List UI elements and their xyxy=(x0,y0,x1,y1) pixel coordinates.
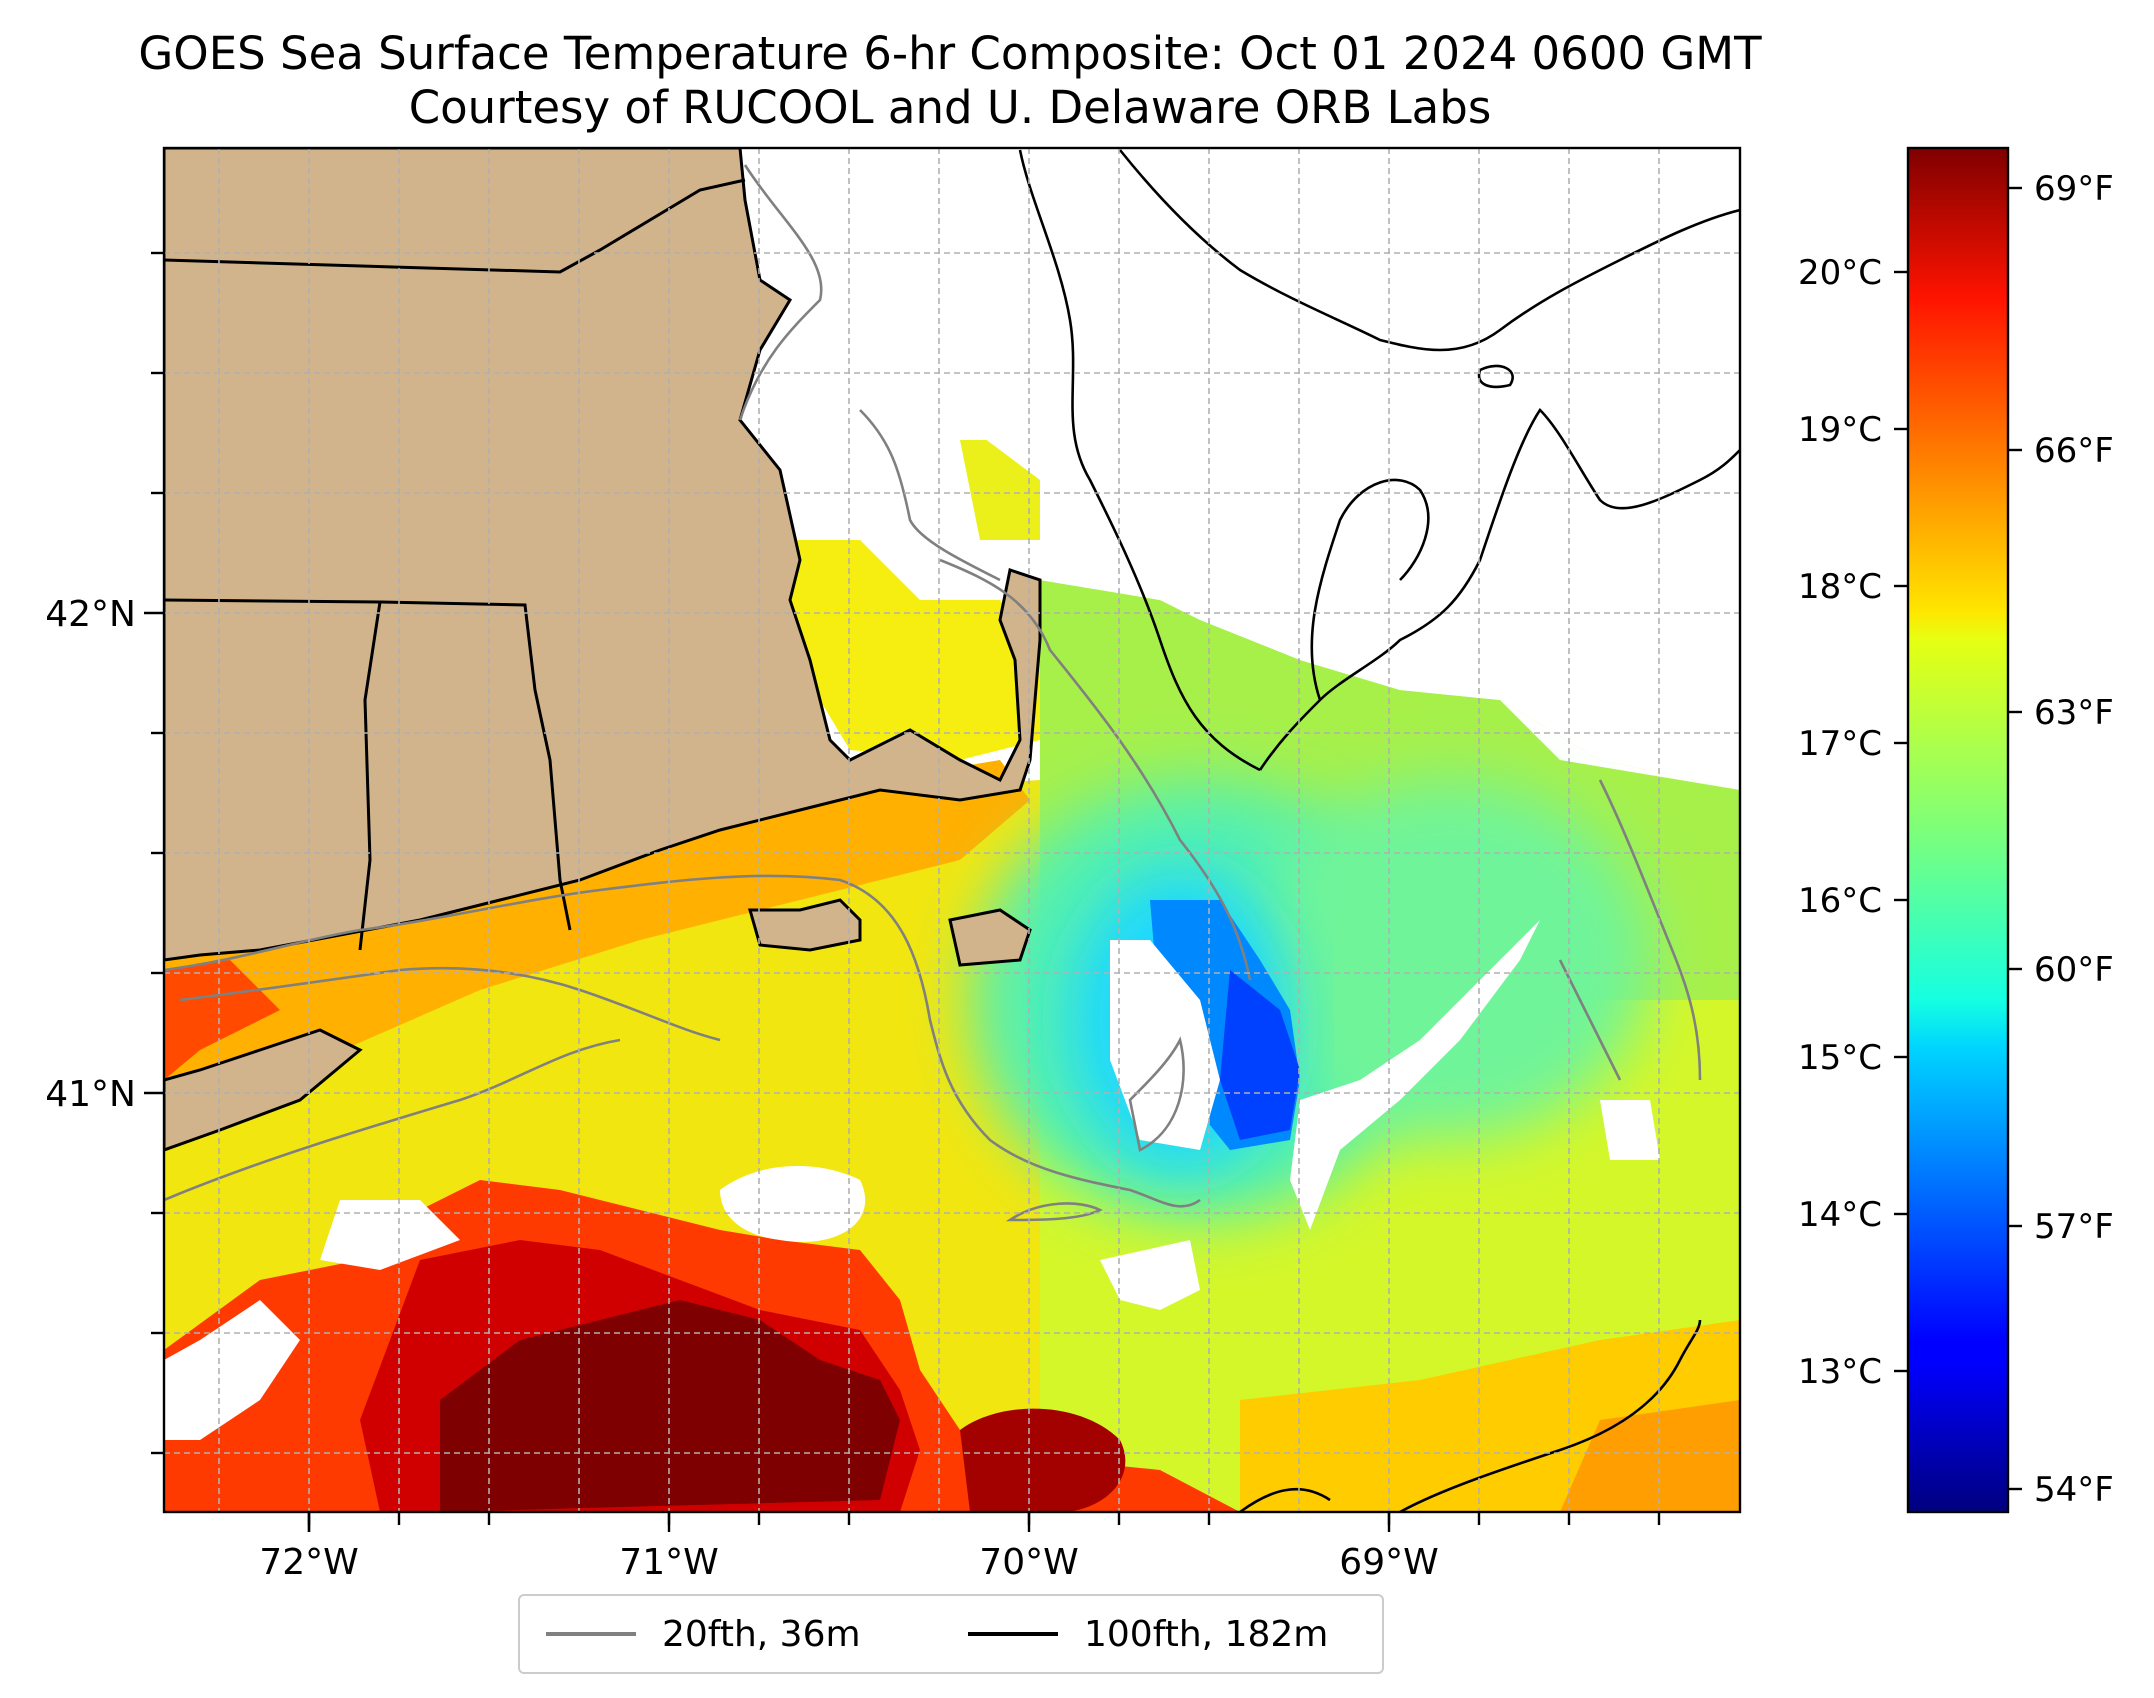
colorbar-f-tick: 63°F xyxy=(2034,693,2114,733)
map-frame xyxy=(162,146,1742,1514)
colorbar-f-tick: 66°F xyxy=(2034,431,2114,471)
colorbar-f-tick: 69°F xyxy=(2034,169,2114,209)
gridlines xyxy=(164,148,1740,1512)
colorbar: 69°F 66°F 63°F 60°F 57°F 54°F 20°C 19°C … xyxy=(1798,146,2114,1514)
state-borders xyxy=(164,178,746,951)
colorbar-c-tick: 17°C xyxy=(1798,724,1882,764)
colorbar-c-tick: 18°C xyxy=(1798,567,1882,607)
colorbar-c-tick: 13°C xyxy=(1798,1352,1882,1392)
celsius-ticks: 20°C 19°C 18°C 17°C 16°C 15°C 14°C 13°C xyxy=(1798,253,1882,1392)
sst-map xyxy=(164,148,1740,1512)
legend-item-100fth: 100fth, 182m xyxy=(968,1596,1328,1672)
fahrenheit-ticks: 69°F 66°F 63°F 60°F 57°F 54°F xyxy=(2034,169,2114,1510)
colorbar-c-tick: 16°C xyxy=(1798,881,1882,921)
tick-label-42n: 42°N xyxy=(45,594,136,635)
legend-label: 100fth, 182m xyxy=(1084,1613,1329,1655)
colorbar-c-tick: 19°C xyxy=(1798,410,1882,450)
map-title: GOES Sea Surface Temperature 6-hr Compos… xyxy=(138,27,1762,80)
colorbar-c-tick: 15°C xyxy=(1798,1038,1882,1078)
map-subtitle: Courtesy of RUCOOL and U. Delaware ORB L… xyxy=(408,81,1492,134)
land-areas xyxy=(164,148,1042,1152)
colorbar-f-tick: 57°F xyxy=(2034,1207,2114,1247)
tick-label-71w: 71°W xyxy=(619,1542,718,1583)
colorbar-f-tick: 54°F xyxy=(2034,1470,2114,1510)
legend: 20fth, 36m 100fth, 182m xyxy=(518,1594,1384,1674)
longitude-labels: 72°W 71°W 70°W 69°W xyxy=(259,1512,1439,1583)
tick-label-70w: 70°W xyxy=(979,1542,1078,1583)
legend-label: 20fth, 36m xyxy=(662,1613,861,1655)
legend-line-gray xyxy=(546,1632,636,1636)
legend-line-black xyxy=(968,1632,1058,1636)
colorbar-c-tick: 20°C xyxy=(1798,253,1882,293)
latitude-labels: 42°N 41°N xyxy=(45,594,164,1115)
tick-label-72w: 72°W xyxy=(259,1542,358,1583)
tick-label-69w: 69°W xyxy=(1339,1542,1438,1583)
colorbar-c-tick: 14°C xyxy=(1798,1195,1882,1235)
legend-item-20fth: 20fth, 36m xyxy=(546,1596,861,1672)
tick-label-41n: 41°N xyxy=(45,1074,136,1115)
colorbar-f-tick: 60°F xyxy=(2034,950,2114,990)
